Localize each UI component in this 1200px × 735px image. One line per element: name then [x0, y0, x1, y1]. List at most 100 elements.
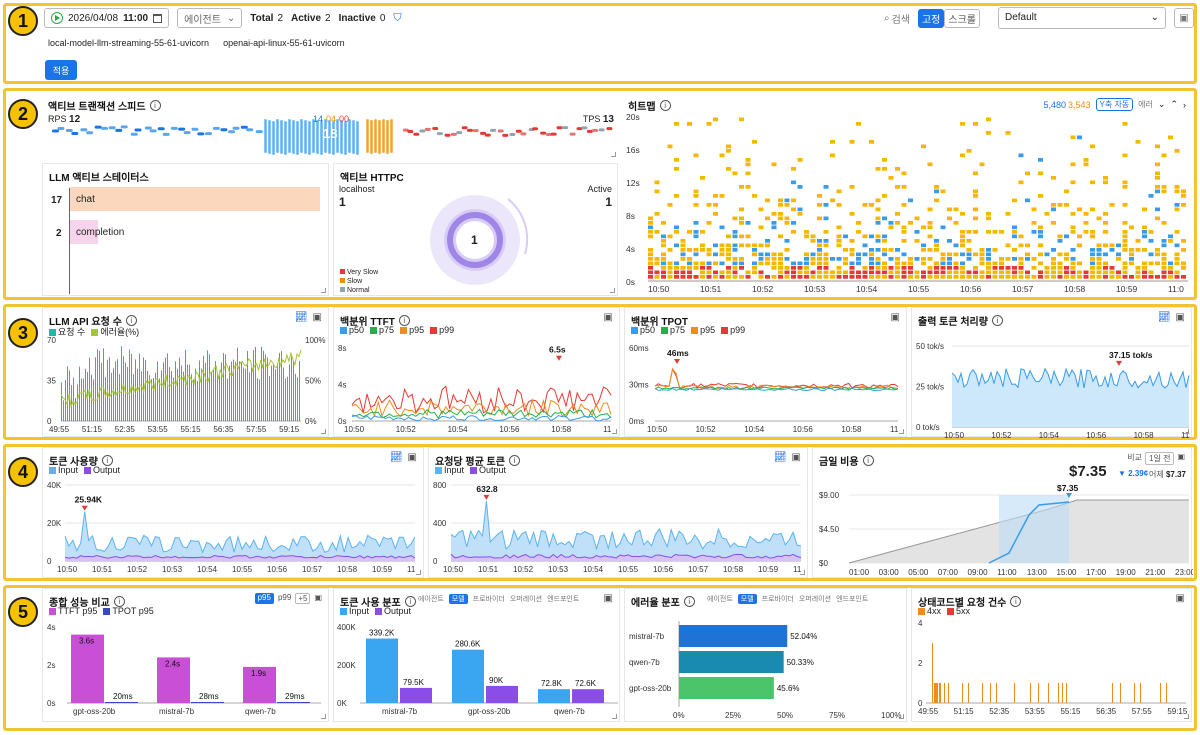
tpot-legend-p50: p50 [631, 325, 655, 335]
request-bar [229, 365, 230, 421]
chevron-up-icon[interactable]: ⌃ [1170, 99, 1178, 109]
error-toggle[interactable]: 에러 [1138, 100, 1153, 109]
instance-item[interactable]: local-model-llm-streaming-55-61-uvicorn [48, 38, 210, 48]
line-chart-icon[interactable]: 📈︎ [294, 312, 308, 323]
preset-select[interactable]: Default ⌄ [998, 7, 1166, 29]
line-chart-icon[interactable]: 📈︎ [1157, 312, 1171, 323]
token-dist-tab-1[interactable]: 모델 [448, 594, 468, 604]
error-dist-tab-4[interactable]: 엔드포인트 [836, 596, 869, 603]
avg-output-area [451, 554, 801, 561]
image-icon[interactable]: ▣ [791, 452, 801, 463]
info-icon[interactable]: i [113, 596, 125, 607]
token-dist-tab-3[interactable]: 오퍼레이션 [509, 596, 543, 603]
heatmap-cell [817, 243, 822, 248]
image-icon[interactable]: ▣ [312, 312, 322, 323]
image-icon[interactable]: ▣ [407, 452, 417, 463]
heatmap-cell [680, 239, 686, 243]
heatmap-cell [1135, 140, 1141, 144]
heatmap-cell [1070, 225, 1076, 230]
heatmap-x-tick: 10:54 [856, 284, 878, 294]
request-bar [179, 357, 180, 421]
heatmap-cell [1129, 225, 1134, 230]
request-bar [145, 359, 146, 421]
speed-dot [197, 132, 205, 136]
peak-marker [674, 359, 680, 365]
image-icon[interactable]: ▣ [603, 593, 613, 604]
heatmap-cell [1096, 270, 1102, 275]
heatmap-cell [804, 261, 809, 266]
heatmap-cell [739, 207, 744, 212]
status-bar-chat[interactable]: chat [70, 187, 320, 211]
image-icon[interactable]: ▣ [1175, 312, 1185, 323]
save-icon[interactable]: ▣ [1174, 8, 1194, 28]
image-icon[interactable]: ▣ [1177, 452, 1185, 461]
info-icon[interactable]: i [862, 455, 874, 466]
search-label[interactable]: 검색 [891, 14, 910, 26]
info-icon[interactable]: i [683, 596, 695, 607]
request-bar [135, 359, 136, 421]
x-tick: 100% [881, 711, 901, 720]
compare-range-select[interactable]: 1일 전 [1145, 452, 1175, 465]
line-chart-icon[interactable]: 📈︎ [389, 452, 403, 463]
calendar-icon[interactable] [153, 13, 163, 23]
peak-label: 46ms [667, 348, 689, 358]
heatmap-cell [1083, 212, 1089, 216]
info-icon[interactable]: i [398, 315, 410, 326]
x-tick: 10:50 [57, 565, 78, 574]
token-dist-tab-4[interactable]: 엔드포인트 [547, 596, 580, 603]
info-icon[interactable]: i [149, 100, 161, 111]
chevron-down-icon[interactable]: ⌄ [1157, 99, 1166, 109]
error-dist-tab-0[interactable]: 에이전트 [707, 596, 733, 603]
heatmap-cell [882, 275, 887, 279]
image-icon[interactable]: ▣ [603, 312, 613, 323]
scroll-toggle[interactable]: 스크롤 [944, 8, 980, 28]
peak-label: 6.5s [549, 345, 566, 355]
heatmap-cell [1142, 275, 1147, 279]
search-icon[interactable]: ⌕ [883, 12, 890, 24]
y-axis-auto-button[interactable]: Y축 자동 [1095, 98, 1134, 111]
heatmap-x-tick: 11:0 [1168, 284, 1184, 294]
error-dist-tab-1[interactable]: 모델 [737, 594, 757, 604]
image-icon[interactable]: ▣ [1175, 593, 1185, 604]
heatmap-cell [823, 266, 829, 270]
error-dist-tab-3[interactable]: 오퍼레이션 [798, 596, 832, 603]
tab-p95[interactable]: p95 [254, 593, 274, 604]
image-icon[interactable]: ▣ [314, 593, 322, 602]
today-line [988, 501, 1070, 564]
info-icon[interactable]: i [404, 596, 416, 607]
status-bar-completion[interactable]: completion [70, 220, 124, 244]
line-chart-icon[interactable]: 📈︎ [773, 452, 787, 463]
apply-button[interactable]: 적용 [45, 60, 77, 80]
token-dist-label: 90K [489, 676, 504, 685]
shield-icon[interactable]: ⛉ [393, 11, 402, 24]
info-icon[interactable]: i [1010, 596, 1022, 607]
token-dist-tab-2[interactable]: 프로바이더 [472, 596, 505, 603]
heatmap-cell [1181, 189, 1186, 194]
token-dist-tab-0[interactable]: 에이전트 [418, 596, 444, 603]
tab-p99[interactable]: p99 [277, 593, 292, 602]
heatmap-cell [680, 248, 686, 252]
y-tick: 4 [918, 619, 923, 628]
error-dist-tab-2[interactable]: 프로바이더 [761, 596, 794, 603]
info-icon[interactable]: i [508, 455, 520, 466]
chevron-right-icon[interactable]: › [1183, 99, 1186, 110]
instance-item[interactable]: openai-api-linux-55-61-uvicorn [223, 38, 345, 48]
info-icon[interactable]: i [991, 315, 1003, 326]
heatmap-cell [1005, 131, 1011, 135]
fixed-toggle[interactable]: 고정 [917, 8, 945, 28]
info-icon[interactable]: i [659, 100, 671, 111]
agent-select[interactable]: 에이전트 ⌄ [177, 8, 243, 28]
info-icon[interactable]: i [125, 315, 137, 326]
heatmap-cell [1096, 248, 1102, 252]
heatmap-cell [1168, 234, 1173, 239]
heatmap-cell [901, 266, 907, 270]
heatmap-cell [934, 185, 939, 189]
info-icon[interactable]: i [101, 455, 113, 466]
image-icon[interactable]: ▣ [890, 312, 900, 323]
heatmap-cell [1090, 266, 1095, 270]
heatmap-cell [1174, 203, 1180, 207]
play-circle-icon[interactable] [51, 12, 63, 24]
datetime-picker[interactable]: 2026/04/08 11:00 [44, 8, 170, 28]
tab-more[interactable]: +5 [295, 593, 311, 604]
rps-label: RPS 12 [48, 114, 81, 125]
